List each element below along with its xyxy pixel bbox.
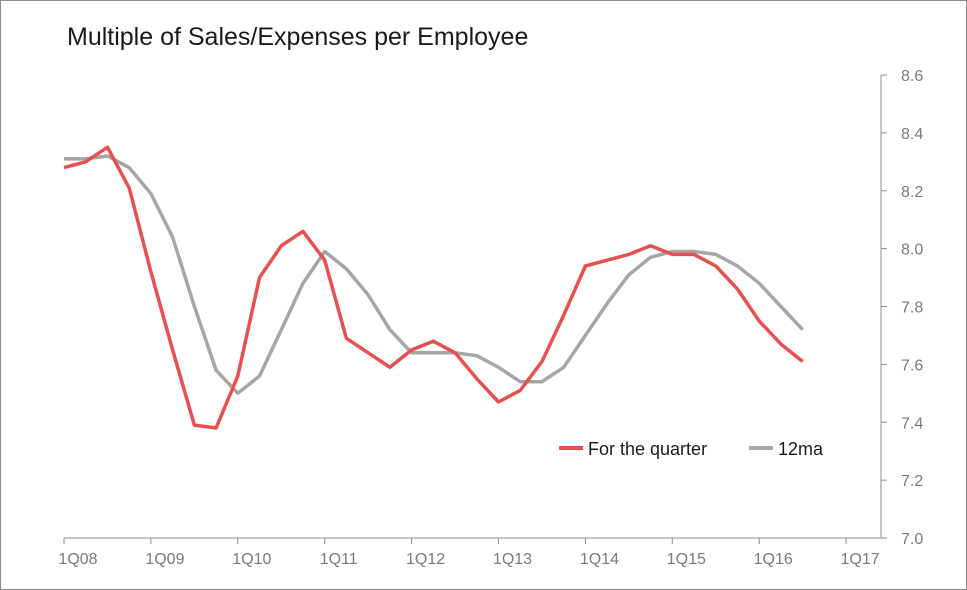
y-tick-label: 7.8 bbox=[901, 300, 923, 317]
x-tick-label: 1Q12 bbox=[406, 551, 445, 568]
y-tick-label: 8.0 bbox=[901, 242, 923, 259]
x-tick-label: 1Q16 bbox=[754, 551, 793, 568]
y-tick-label: 7.2 bbox=[901, 473, 923, 490]
y-tick-label: 8.6 bbox=[901, 68, 923, 85]
x-tick-label: 1Q09 bbox=[145, 551, 184, 568]
legend-label: For the quarter bbox=[588, 439, 707, 459]
y-tick-label: 7.4 bbox=[901, 415, 923, 432]
y-tick-label: 7.6 bbox=[901, 357, 923, 374]
x-tick-label: 1Q17 bbox=[841, 551, 880, 568]
x-tick-label: 1Q11 bbox=[320, 551, 358, 568]
axes: 1Q08 1Q09 1Q10 1Q11 1Q12 1Q13 1Q14 1Q15 1Q16 1Q17… bbox=[58, 68, 923, 568]
chart-title: Multiple of Sales/Expenses per Employee bbox=[67, 23, 529, 51]
x-tick-label: 1Q08 bbox=[58, 551, 97, 568]
x-tick-label: 1Q13 bbox=[493, 551, 532, 568]
y-tick-label: 7.0 bbox=[901, 531, 923, 548]
x-tick-label: 1Q15 bbox=[667, 551, 706, 568]
series-line-12ma bbox=[64, 154, 804, 396]
x-tick-label: 1Q14 bbox=[580, 551, 619, 568]
y-tick-label: 8.4 bbox=[901, 126, 923, 143]
legend: For the quarter 12ma bbox=[559, 439, 824, 459]
series-layer bbox=[63, 145, 804, 430]
x-tick-label: 1Q10 bbox=[232, 551, 271, 568]
legend-label: 12ma bbox=[778, 439, 824, 459]
series-line-for-the-quarter bbox=[63, 145, 804, 430]
y-tick-label: 8.2 bbox=[901, 184, 923, 201]
